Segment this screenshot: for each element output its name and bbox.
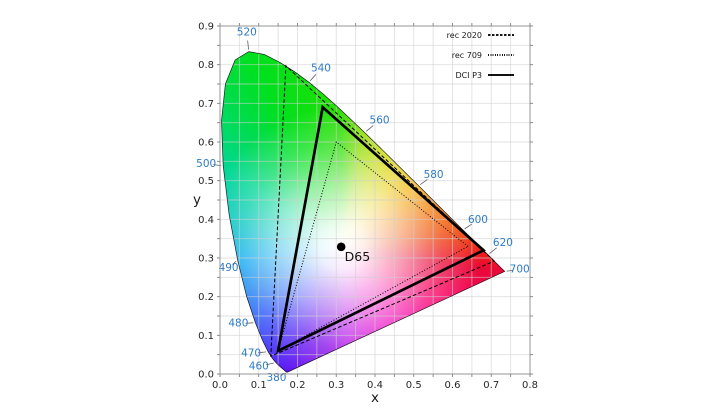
x-axis-title: x: [371, 390, 379, 406]
wavelength-leader-line: [265, 362, 274, 366]
y-tick-label: 0.0: [198, 370, 214, 381]
x-tick-label: 0.7: [483, 380, 499, 391]
y-tick-label: 0.2: [198, 292, 214, 303]
solid-line-sample: [488, 73, 514, 77]
wavelength-label-520: 520: [237, 27, 257, 39]
axis-ticks: [217, 23, 533, 377]
x-tick-label: 0.6: [445, 380, 461, 391]
wavelength-label-540: 540: [311, 62, 331, 74]
y-tick-label: 0.1: [198, 331, 214, 342]
wavelength-label-700: 700: [510, 263, 530, 275]
wavelength-label-480: 480: [228, 318, 248, 330]
x-tick-label: 0.1: [251, 380, 267, 391]
y-tick-label: 0.9: [198, 22, 214, 33]
legend-item-rec709: rec 709: [430, 45, 514, 65]
wavelength-label-490: 490: [219, 262, 239, 274]
y-tick-label: 0.8: [198, 60, 214, 71]
y-tick-label: 0.3: [198, 254, 214, 265]
wavelength-label-500: 500: [196, 158, 216, 170]
grid: [220, 26, 530, 374]
legend-item-dcip3: DCI P3: [430, 65, 514, 85]
x-tick-label: 0.0: [212, 380, 228, 391]
y-tick-label: 0.5: [198, 176, 214, 187]
wavelength-label-600: 600: [468, 214, 488, 226]
wavelength-label-560: 560: [370, 115, 390, 127]
wavelength-leader-line: [506, 269, 514, 272]
whitepoint-marker: [336, 242, 346, 252]
x-tick-label: 0.3: [328, 380, 344, 391]
legend-label-rec709: rec 709: [451, 50, 482, 60]
legend-item-rec2020: rec 2020: [430, 25, 514, 45]
gamut-dci-p3: [276, 104, 486, 354]
wavelength-leader-line: [232, 260, 237, 265]
gamut-rec-709: [277, 141, 469, 352]
wavelength-leader-line: [464, 223, 472, 230]
wavelength-label-470: 470: [241, 348, 261, 360]
y-axis-title: y: [193, 192, 201, 208]
y-tick-label: 0.4: [198, 215, 214, 226]
dotted-line-sample: [488, 54, 514, 56]
wavelength-label-580: 580: [424, 169, 444, 181]
wavelength-label-380: 380: [266, 372, 286, 384]
x-tick-label: 0.4: [367, 380, 383, 391]
x-tick-label: 0.5: [406, 380, 422, 391]
legend: rec 2020 rec 709 DCI P3: [430, 25, 514, 85]
legend-label-rec2020: rec 2020: [446, 30, 482, 40]
wavelength-leader-line: [489, 247, 497, 254]
wavelength-label-460: 460: [249, 361, 269, 373]
wavelength-leader-line: [419, 179, 428, 185]
gamut-rec-2020: [270, 64, 496, 357]
wavelength-leader-line: [365, 125, 374, 132]
dashed-line-sample: [488, 34, 514, 36]
y-tick-label: 0.6: [198, 138, 214, 149]
wavelength-label-620: 620: [493, 237, 513, 249]
legend-label-dcip3: DCI P3: [455, 70, 482, 80]
wavelength-leader-line: [258, 351, 267, 354]
whitepoint-label: D65: [345, 249, 371, 264]
x-tick-label: 0.8: [522, 380, 538, 391]
wavelength-leader-line: [309, 73, 317, 82]
wavelength-leader-line: [247, 40, 249, 50]
y-tick-label: 0.7: [198, 99, 214, 110]
x-tick-label: 0.2: [290, 380, 306, 391]
